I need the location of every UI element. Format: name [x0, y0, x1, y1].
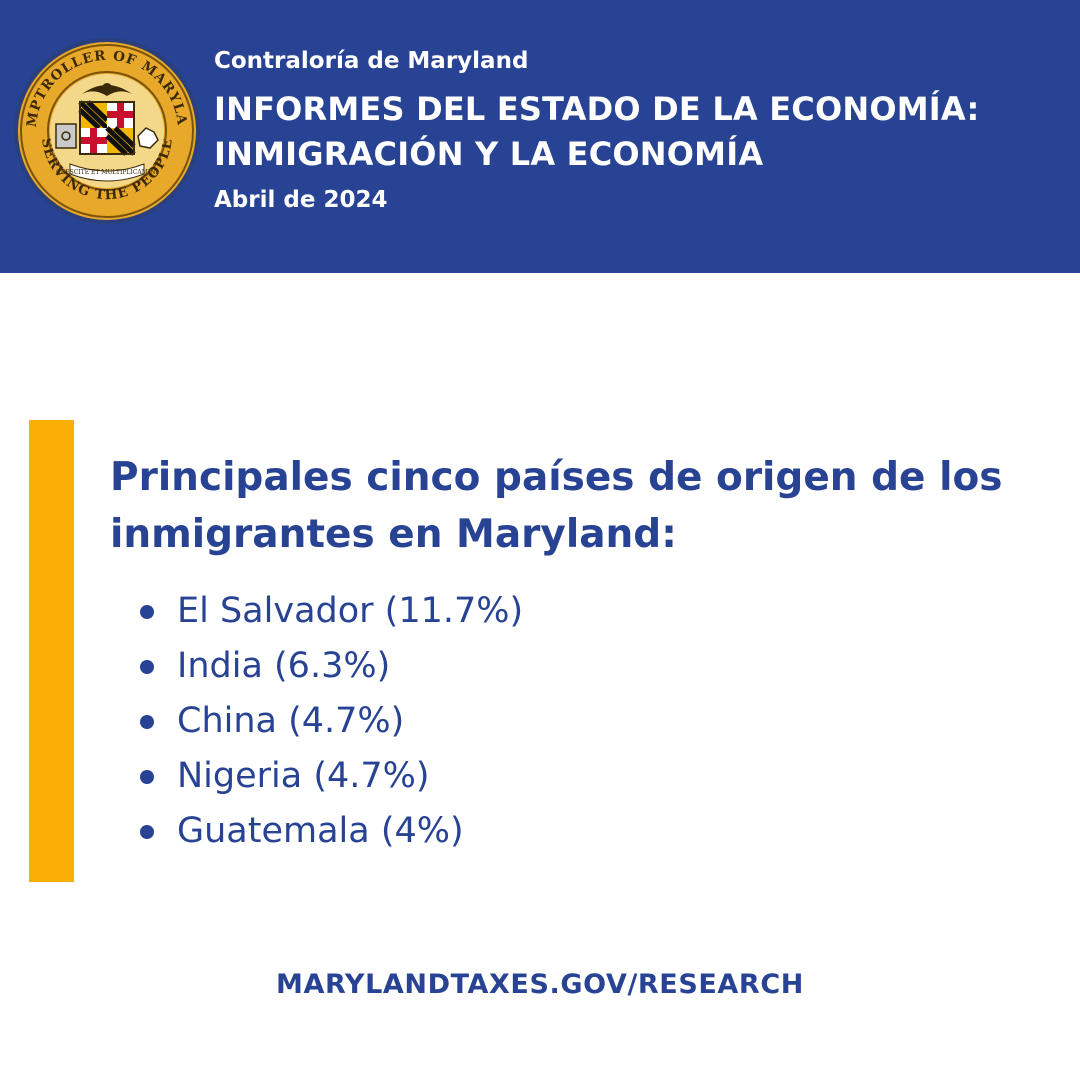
comptroller-seal-logo: COMPTROLLER OF MARYLAND SERVING THE PEOP…: [12, 36, 200, 224]
bullet-icon: [140, 660, 154, 674]
header-banner: COMPTROLLER OF MARYLAND SERVING THE PEOP…: [0, 0, 1080, 273]
organization-name: Contraloría de Maryland: [214, 48, 529, 74]
bullet-icon: [140, 770, 154, 784]
report-title-line1: INFORMES DEL ESTADO DE LA ECONOMÍA:: [214, 90, 980, 128]
svg-text:CRESCITE ET MULTIPLICAMINI: CRESCITE ET MULTIPLICAMINI: [56, 169, 158, 176]
list-item-label: India (6.3%): [177, 646, 391, 686]
list-item-label: Guatemala (4%): [177, 811, 464, 851]
section-heading: Principales cinco países de origen de lo…: [110, 455, 1003, 557]
bullet-icon: [140, 605, 154, 619]
bullet-icon: [140, 715, 154, 729]
research-website-link[interactable]: MARYLANDTAXES.GOV/RESEARCH: [276, 969, 804, 1000]
report-date: Abril de 2024: [214, 187, 388, 213]
report-title-line2: INMIGRACIÓN Y LA ECONOMÍA: [214, 135, 764, 173]
report-title: INFORMES DEL ESTADO DE LA ECONOMÍA: INMI…: [214, 87, 979, 177]
list-item-label: China (4.7%): [177, 701, 405, 741]
accent-bar: [29, 420, 74, 882]
list-item-label: El Salvador (11.7%): [177, 591, 524, 631]
bullet-icon: [140, 825, 154, 839]
list-item-label: Nigeria (4.7%): [177, 756, 430, 796]
